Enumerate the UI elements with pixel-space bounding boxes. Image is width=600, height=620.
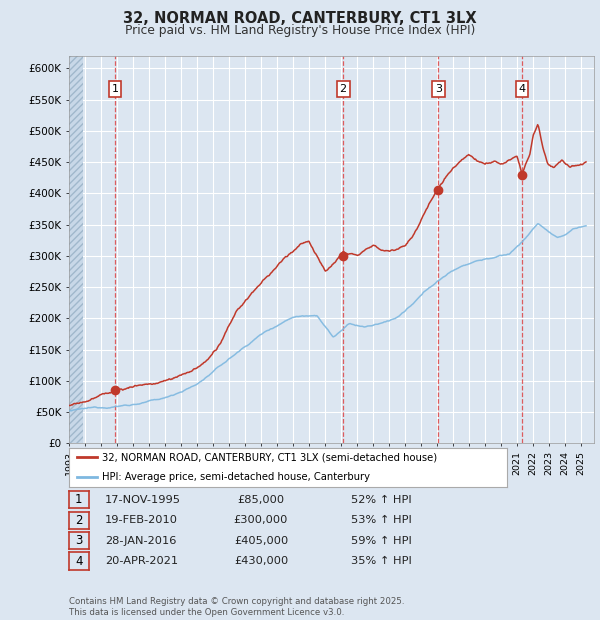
Text: 17-NOV-1995: 17-NOV-1995 [105,495,181,505]
Text: 52% ↑ HPI: 52% ↑ HPI [351,495,412,505]
Text: 3: 3 [435,84,442,94]
Text: 2: 2 [75,514,83,526]
Text: £85,000: £85,000 [238,495,284,505]
Text: 20-APR-2021: 20-APR-2021 [105,556,178,566]
Text: £300,000: £300,000 [234,515,288,525]
Text: 4: 4 [75,555,83,567]
Text: 3: 3 [75,534,83,547]
Text: 2: 2 [340,84,347,94]
Text: £430,000: £430,000 [234,556,288,566]
Text: 53% ↑ HPI: 53% ↑ HPI [351,515,412,525]
Text: 1: 1 [112,84,119,94]
Text: Contains HM Land Registry data © Crown copyright and database right 2025.
This d: Contains HM Land Registry data © Crown c… [69,598,404,617]
Text: 59% ↑ HPI: 59% ↑ HPI [351,536,412,546]
Text: 32, NORMAN ROAD, CANTERBURY, CT1 3LX (semi-detached house): 32, NORMAN ROAD, CANTERBURY, CT1 3LX (se… [102,453,437,463]
Text: 1: 1 [75,494,83,506]
Text: 28-JAN-2016: 28-JAN-2016 [105,536,176,546]
Text: £405,000: £405,000 [234,536,288,546]
Text: 32, NORMAN ROAD, CANTERBURY, CT1 3LX: 32, NORMAN ROAD, CANTERBURY, CT1 3LX [123,11,477,25]
Text: Price paid vs. HM Land Registry's House Price Index (HPI): Price paid vs. HM Land Registry's House … [125,24,475,37]
Text: HPI: Average price, semi-detached house, Canterbury: HPI: Average price, semi-detached house,… [102,472,370,482]
Text: 35% ↑ HPI: 35% ↑ HPI [351,556,412,566]
Text: 4: 4 [518,84,526,94]
Text: 19-FEB-2010: 19-FEB-2010 [105,515,178,525]
